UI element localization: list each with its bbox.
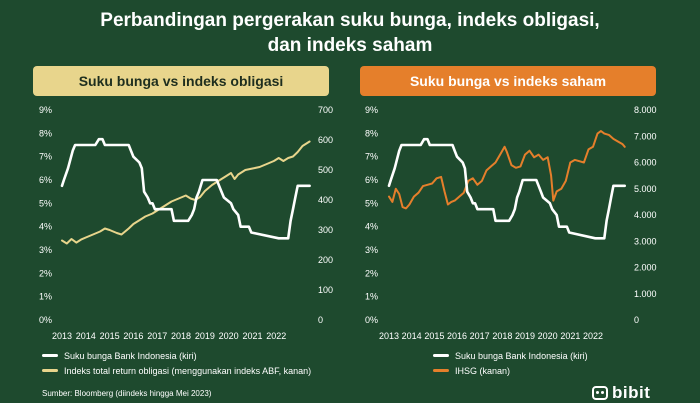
x-axis-tick-left-5: 2018: [171, 331, 191, 341]
left-axis-tick-right-7: 7%: [365, 152, 378, 162]
x-axis-tick-left-1: 2014: [76, 331, 96, 341]
x-axis-tick-left-8: 2021: [242, 331, 262, 341]
x-axis-tick-right-3: 2016: [447, 331, 467, 341]
series-line-right-ihsg: [388, 130, 626, 210]
series-line-left-bond: [61, 140, 311, 245]
panel-title-left: Suku bunga vs indeks obligasi: [33, 66, 329, 96]
legend-item-bond: Indeks total return obligasi (menggunaka…: [42, 363, 311, 378]
legend-swatch-rate-right: [433, 354, 449, 357]
legend-swatch-rate-left: [42, 354, 58, 357]
left-axis-tick-left-6: 6%: [39, 175, 52, 185]
legend-label-ihsg: IHSG (kanan): [455, 365, 511, 376]
x-axis-tick-right-1: 2014: [402, 331, 422, 341]
legend-right: Suku bunga Bank Indonesia (kiri) IHSG (k…: [433, 348, 588, 378]
x-axis-tick-right-0: 2013: [379, 331, 399, 341]
left-axis-tick-right-8: 8%: [365, 128, 378, 138]
right-axis-tick-left-5: 500: [318, 165, 333, 175]
legend-label-rate-left: Suku bunga Bank Indonesia (kiri): [64, 350, 197, 361]
right-axis-tick-right-4: 4.000: [634, 210, 657, 220]
right-axis-tick-left-4: 400: [318, 195, 333, 205]
x-axis-tick-right-5: 2018: [492, 331, 512, 341]
right-axis-tick-left-1: 100: [318, 285, 333, 295]
legend-item-rate-right: Suku bunga Bank Indonesia (kiri): [433, 348, 588, 363]
left-axis-tick-left-9: 9%: [39, 105, 52, 115]
left-axis-tick-left-4: 4%: [39, 222, 52, 232]
left-axis-tick-right-2: 2%: [365, 268, 378, 278]
x-axis-tick-left-3: 2016: [123, 331, 143, 341]
right-axis-tick-right-0: 0: [634, 315, 639, 325]
legend-label-rate-right: Suku bunga Bank Indonesia (kiri): [455, 350, 588, 361]
x-axis-tick-left-4: 2017: [147, 331, 167, 341]
right-axis-tick-right-3: 3.000: [634, 236, 657, 246]
x-axis-tick-left-6: 2019: [195, 331, 215, 341]
series-line-left-rate: [60, 137, 311, 240]
page-title-line-1: Perbandingan pergerakan suku bunga, inde…: [100, 10, 600, 31]
x-axis-tick-left-7: 2020: [219, 331, 239, 341]
right-axis-tick-right-5: 5.000: [634, 184, 657, 194]
right-axis-tick-left-0: 0: [318, 315, 323, 325]
right-axis-tick-left-6: 600: [318, 135, 333, 145]
left-axis-tick-right-1: 1%: [365, 292, 378, 302]
right-axis-tick-left-7: 700: [318, 105, 333, 115]
right-axis-tick-left-3: 300: [318, 225, 333, 235]
left-axis-tick-left-0: 0%: [39, 315, 52, 325]
left-axis-tick-right-0: 0%: [365, 315, 378, 325]
page-title-line-2: dan indeks saham: [267, 35, 433, 56]
left-axis-tick-right-6: 6%: [365, 175, 378, 185]
left-axis-tick-right-4: 4%: [365, 222, 378, 232]
bibit-logo-text: bibit: [612, 383, 651, 402]
right-axis-tick-right-2: 2.000: [634, 263, 657, 273]
source-note: Sumber: Bloomberg (diindeks hingga Mei 2…: [42, 389, 212, 398]
left-axis-tick-left-8: 8%: [39, 128, 52, 138]
x-axis-tick-left-0: 2013: [52, 331, 72, 341]
legend-left: Suku bunga Bank Indonesia (kiri) Indeks …: [42, 348, 311, 378]
legend-swatch-bond: [42, 369, 58, 372]
x-axis-tick-right-8: 2021: [560, 331, 580, 341]
legend-label-bond: Indeks total return obligasi (menggunaka…: [64, 365, 312, 376]
legend-item-ihsg: IHSG (kanan): [433, 363, 588, 378]
left-axis-tick-right-5: 5%: [365, 198, 378, 208]
left-axis-tick-right-3: 3%: [365, 245, 378, 255]
panel-title-right: Suku bunga vs indeks saham: [360, 66, 656, 96]
x-axis-tick-right-6: 2019: [515, 331, 535, 341]
right-axis-tick-right-7: 7.000: [634, 131, 657, 141]
x-axis-tick-right-9: 2022: [583, 331, 603, 341]
left-axis-tick-right-9: 9%: [365, 105, 378, 115]
x-axis-tick-right-4: 2017: [470, 331, 490, 341]
left-axis-tick-left-3: 3%: [39, 245, 52, 255]
x-axis-tick-left-9: 2022: [266, 331, 286, 341]
right-axis-tick-right-8: 8.000: [634, 105, 657, 115]
x-axis-tick-right-2: 2015: [424, 331, 444, 341]
right-axis-tick-right-1: 1.000: [634, 289, 657, 299]
x-axis-tick-right-7: 2020: [538, 331, 558, 341]
right-axis-tick-left-2: 200: [318, 255, 333, 265]
left-axis-tick-left-7: 7%: [39, 152, 52, 162]
legend-item-rate-left: Suku bunga Bank Indonesia (kiri): [42, 348, 311, 363]
left-axis-tick-left-2: 2%: [39, 268, 52, 278]
bibit-logo: bibit: [592, 383, 650, 403]
series-line-right-rate: [387, 137, 627, 240]
left-axis-tick-left-5: 5%: [39, 198, 52, 208]
legend-swatch-ihsg: [433, 369, 449, 372]
x-axis-tick-left-2: 2015: [100, 331, 120, 341]
left-axis-tick-left-1: 1%: [39, 292, 52, 302]
bibit-logo-icon: [592, 386, 608, 400]
right-axis-tick-right-6: 6.000: [634, 158, 657, 168]
page-title: Perbandingan pergerakan suku bunga, inde…: [0, 8, 700, 58]
